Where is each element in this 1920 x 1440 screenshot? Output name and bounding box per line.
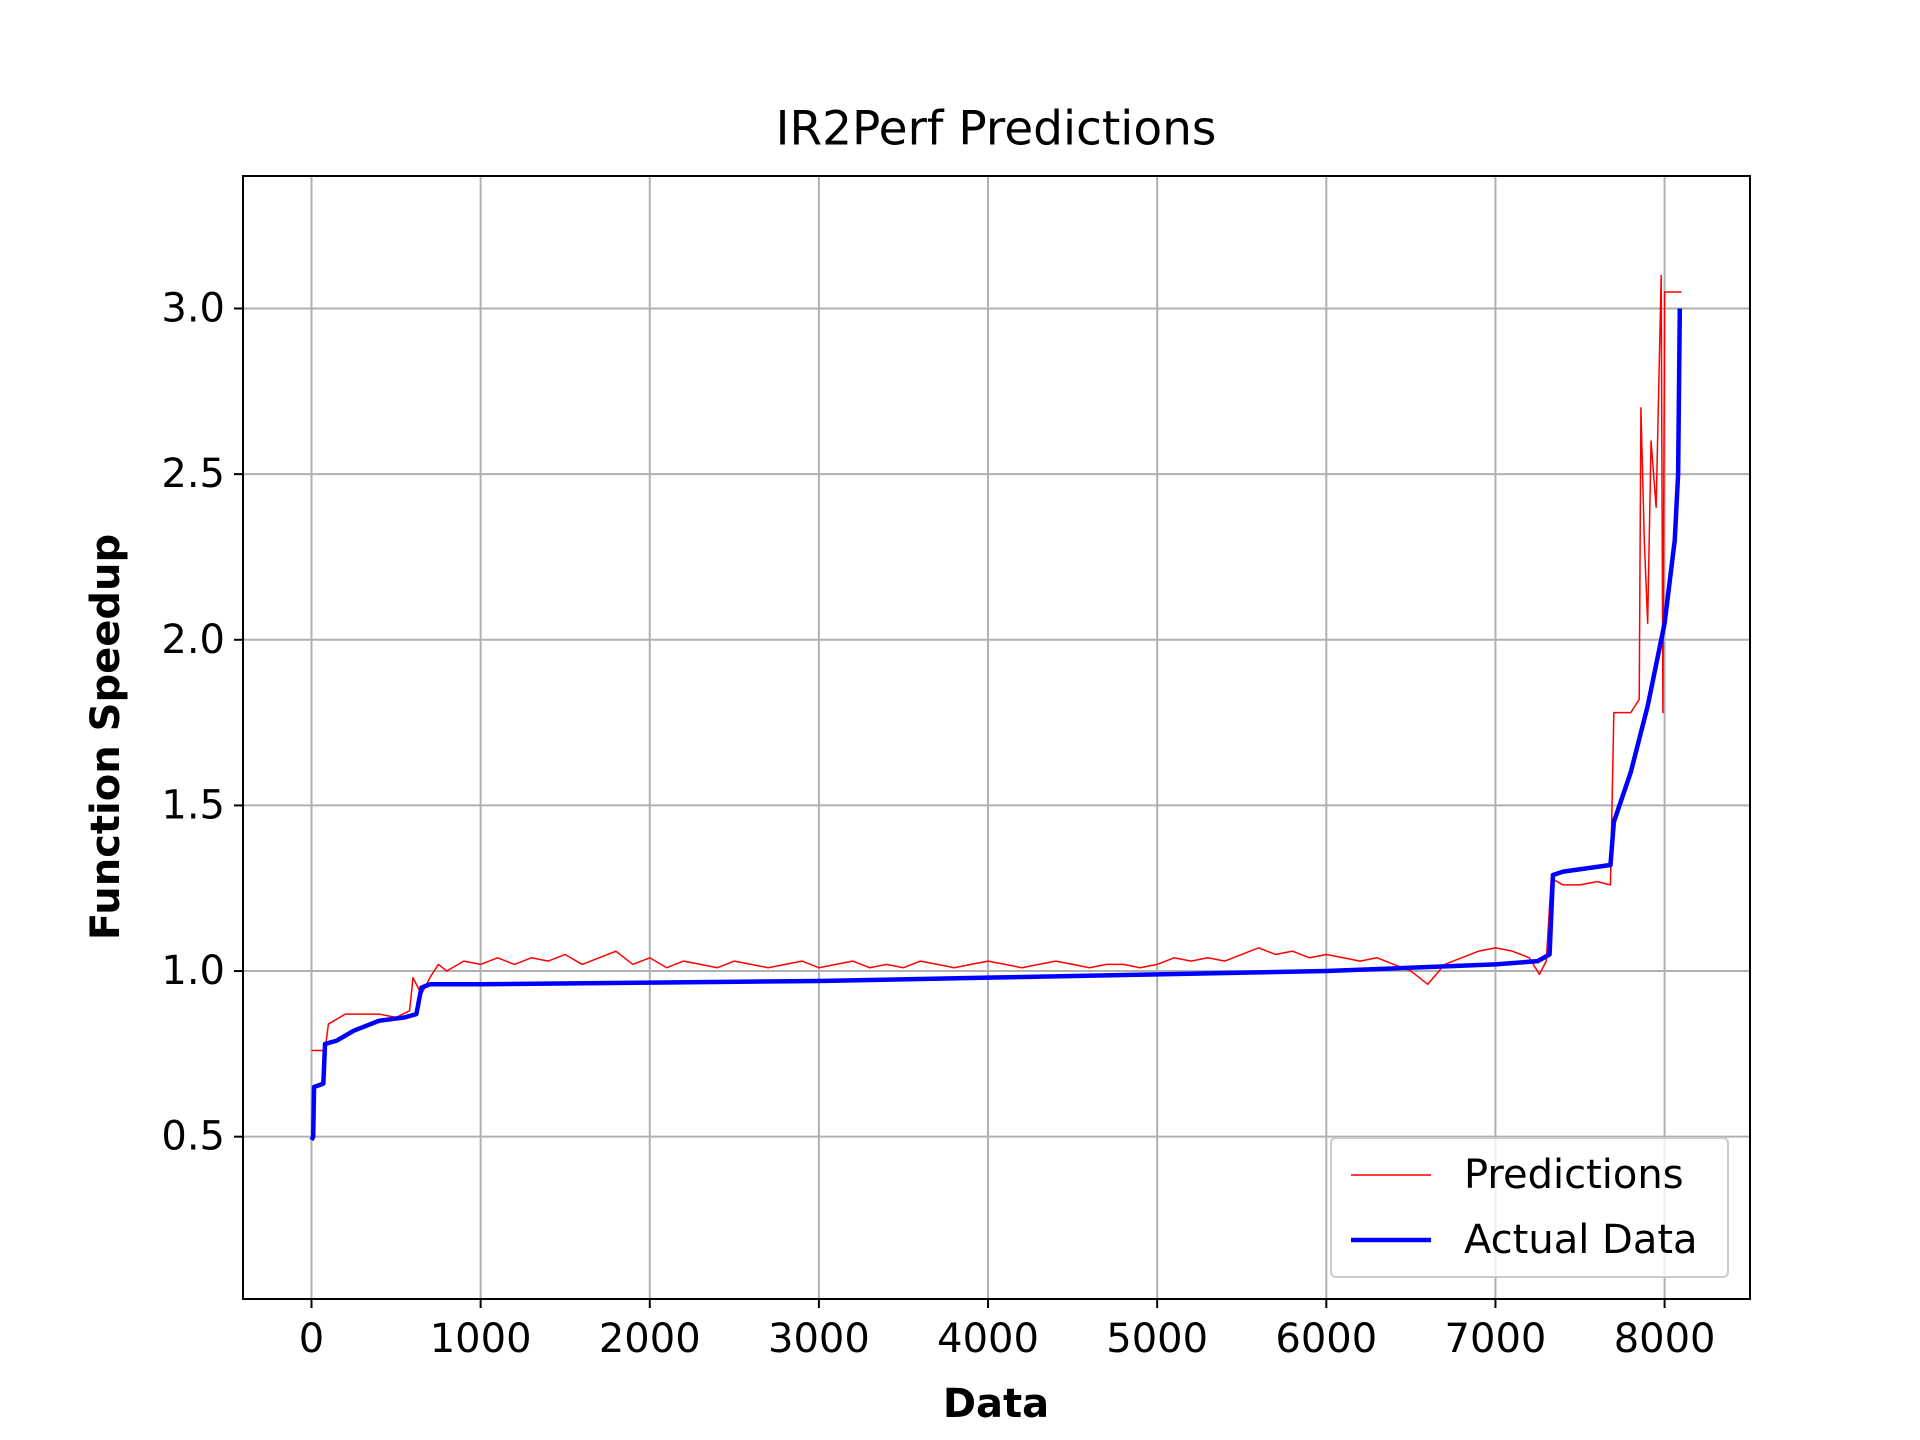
x-tick-label: 1000 bbox=[430, 1316, 532, 1362]
data-line bbox=[309, 308, 1683, 1142]
x-tick-label: 6000 bbox=[1275, 1316, 1377, 1362]
chart-title: IR2Perf Predictions bbox=[776, 102, 1217, 157]
legend-label: Predictions bbox=[1464, 1152, 1684, 1198]
y-tick-label: 3.0 bbox=[161, 286, 225, 332]
y-tick-label: 0.5 bbox=[161, 1114, 225, 1160]
y-tick-label: 2.0 bbox=[161, 617, 225, 663]
y-tick-label: 1.0 bbox=[161, 948, 225, 994]
plot-frame bbox=[242, 175, 1751, 1300]
x-axis-label: Data bbox=[943, 1381, 1049, 1427]
y-tick-label: 2.5 bbox=[161, 451, 225, 497]
x-tick-label: 5000 bbox=[1106, 1316, 1208, 1362]
x-tick-label: 8000 bbox=[1614, 1316, 1716, 1362]
x-tick-label: 3000 bbox=[768, 1316, 870, 1362]
x-tick-label: 7000 bbox=[1445, 1316, 1547, 1362]
data-line bbox=[311, 274, 1682, 1052]
y-axis-label: Function Speedup bbox=[83, 534, 129, 940]
x-tick-label: 2000 bbox=[599, 1316, 701, 1362]
y-tick-label: 1.5 bbox=[161, 782, 225, 828]
x-tick-label: 0 bbox=[299, 1316, 324, 1362]
legend-label: Actual Data bbox=[1464, 1217, 1698, 1263]
x-tick-label: 4000 bbox=[937, 1316, 1039, 1362]
